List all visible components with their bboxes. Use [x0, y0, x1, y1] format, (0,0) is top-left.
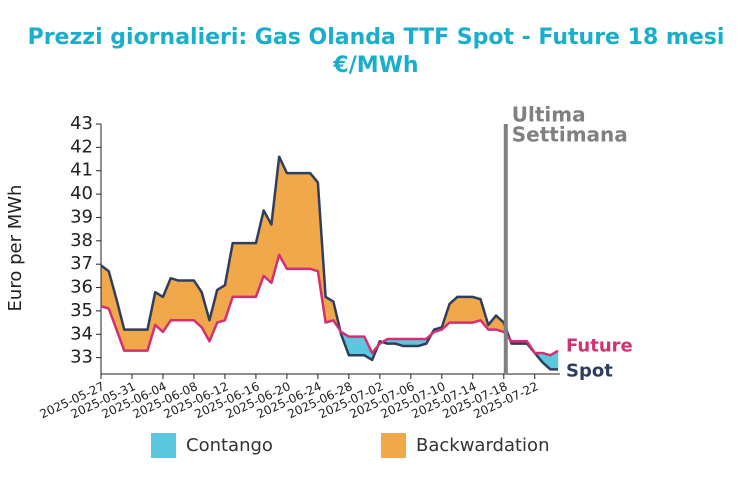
spread-area — [240, 242, 249, 298]
annotation-text: Settimana — [512, 123, 628, 147]
y-tick-label: 38 — [70, 230, 93, 251]
y-tick-label: 40 — [70, 183, 93, 204]
y-tick-label: 36 — [70, 277, 93, 298]
spread-area — [472, 296, 481, 323]
series-label: Future — [566, 336, 633, 357]
y-tick-label: 35 — [70, 300, 93, 321]
spread-area — [464, 296, 474, 323]
fills — [100, 156, 559, 370]
spread-area — [170, 277, 179, 321]
chart-title: €/MWh — [332, 53, 418, 78]
series-label: Spot — [566, 360, 613, 381]
annotation-text: Ultima — [512, 103, 586, 127]
series-line — [100, 253, 559, 357]
legend-swatch — [381, 433, 406, 458]
y-tick-label: 43 — [70, 113, 93, 134]
spread-area — [309, 172, 319, 272]
y-tick-label: 37 — [70, 253, 93, 274]
spread-area — [286, 172, 295, 270]
spread-area — [178, 280, 187, 321]
y-axis-label: Euro per MWh — [5, 185, 26, 312]
spread-area — [232, 242, 241, 298]
chart-title: Prezzi giornalieri: Gas Olanda TTF Spot … — [28, 25, 725, 50]
spread-area — [278, 156, 288, 269]
spread-area — [131, 329, 140, 351]
y-tick-label: 42 — [70, 136, 93, 157]
y-tick-label: 34 — [70, 323, 93, 344]
spread-area — [302, 172, 311, 270]
legend-swatch — [151, 433, 176, 458]
spread-area — [348, 336, 357, 356]
y-tick-label: 41 — [70, 160, 93, 181]
spread-area — [123, 329, 133, 351]
y-tick-label: 33 — [70, 347, 93, 368]
series-line — [100, 155, 558, 371]
spread-area — [247, 242, 257, 298]
spread-area — [356, 336, 365, 356]
spread-area — [185, 280, 195, 321]
spread-area — [457, 296, 466, 323]
y-tick-label: 39 — [70, 206, 93, 227]
legend-label: Contango — [186, 435, 273, 456]
legend-label: Backwardation — [416, 435, 549, 456]
spread-area — [294, 172, 303, 270]
spread-area — [139, 329, 148, 351]
spread-area — [216, 284, 226, 323]
